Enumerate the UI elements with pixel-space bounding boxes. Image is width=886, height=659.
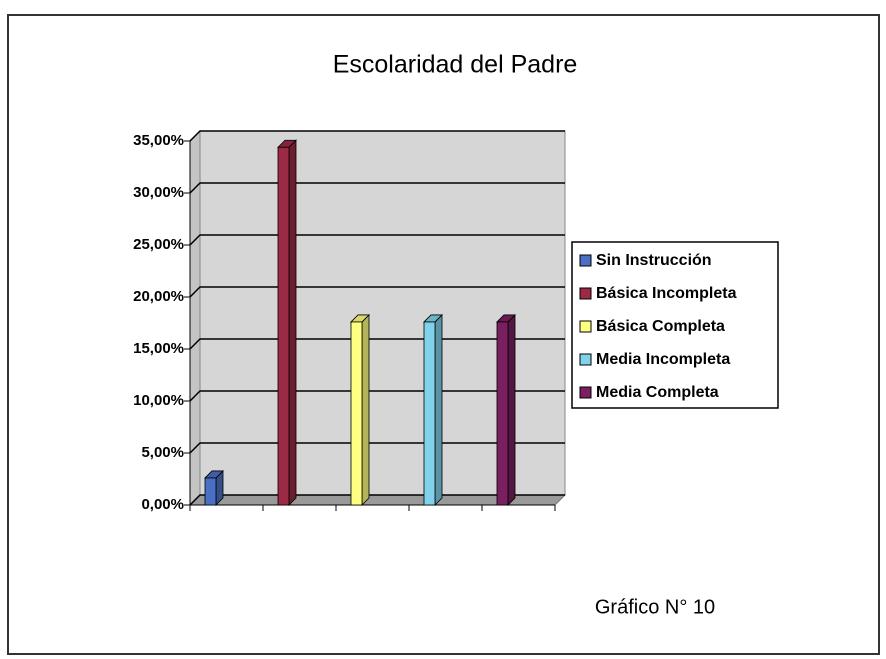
legend-swatch	[579, 386, 592, 399]
grid-line	[189, 286, 565, 298]
y-tick-label: 30,00%	[133, 184, 184, 201]
grid-line	[189, 234, 565, 246]
legend-label: Básica Completa	[596, 318, 725, 335]
grid-line	[189, 442, 565, 454]
bar	[350, 321, 363, 506]
grid-line	[189, 130, 565, 142]
legend-label: Sin Instrucción	[596, 252, 712, 269]
legend-label: Media Completa	[596, 384, 719, 401]
y-tick-label: 25,00%	[133, 236, 184, 253]
y-tick-label: 0,00%	[141, 496, 184, 513]
legend-swatch	[579, 320, 592, 333]
bar	[204, 477, 217, 506]
bar-side	[507, 313, 516, 506]
legend-swatch	[579, 287, 592, 300]
annotation: Gráfico N° 10	[595, 596, 715, 618]
grid-line	[189, 494, 565, 506]
legend-swatch	[579, 254, 592, 267]
y-tick-label: 10,00%	[133, 392, 184, 409]
y-tick-label: 35,00%	[133, 132, 184, 149]
legend-swatch	[579, 353, 592, 366]
bar-side	[434, 313, 443, 506]
legend-label: Media Incompleta	[596, 351, 730, 368]
bar-side	[288, 139, 297, 506]
y-tick-label: 5,00%	[141, 444, 184, 461]
bar	[423, 321, 436, 506]
bar	[496, 321, 509, 506]
legend	[571, 241, 779, 409]
y-tick-label: 20,00%	[133, 288, 184, 305]
grid-line	[189, 390, 565, 402]
bar	[277, 146, 290, 506]
y-tick-label: 15,00%	[133, 340, 184, 357]
legend-label: Básica Incompleta	[596, 285, 737, 302]
chart-title: Escolaridad del Padre	[333, 51, 578, 79]
grid-line	[189, 338, 565, 350]
grid-line	[189, 182, 565, 194]
bar-side	[361, 313, 370, 506]
